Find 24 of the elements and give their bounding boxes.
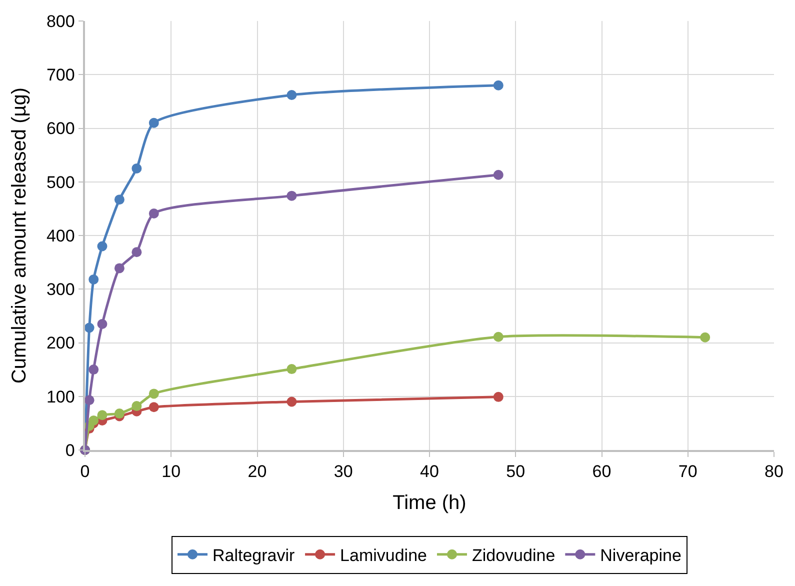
y-tick-label: 700: [46, 66, 75, 85]
y-tick-label: 500: [46, 172, 75, 192]
x-tick-label: 40: [420, 462, 439, 482]
x-tick-label: 10: [162, 462, 181, 482]
legend-label: Raltegravir: [212, 546, 296, 565]
x-tick-label: 20: [248, 462, 267, 482]
x-tick-label: 30: [334, 462, 353, 482]
x-tick-label: 0: [80, 462, 90, 482]
x-tick-label: 60: [592, 462, 612, 482]
y-tick-label: 100: [46, 387, 75, 406]
legend-label: Lamivudine: [340, 546, 427, 565]
y-tick-label: 200: [46, 334, 75, 353]
legend-label: Niverapine: [600, 546, 682, 565]
x-tick-label: 50: [506, 462, 526, 482]
y-tick-label: 0: [65, 440, 75, 460]
y-tick-label: 600: [46, 119, 75, 138]
y-tick-label: 300: [46, 280, 75, 300]
y-tick-label: 400: [46, 226, 75, 246]
x-axis-title: Time (h): [392, 492, 466, 514]
y-tick-label: 800: [46, 12, 75, 31]
legend-label: Zidovudine: [472, 546, 556, 565]
y-axis-title: Cumulative amount released (µg): [8, 87, 30, 384]
x-tick-label: 70: [678, 462, 698, 482]
x-tick-label: 80: [764, 462, 784, 482]
